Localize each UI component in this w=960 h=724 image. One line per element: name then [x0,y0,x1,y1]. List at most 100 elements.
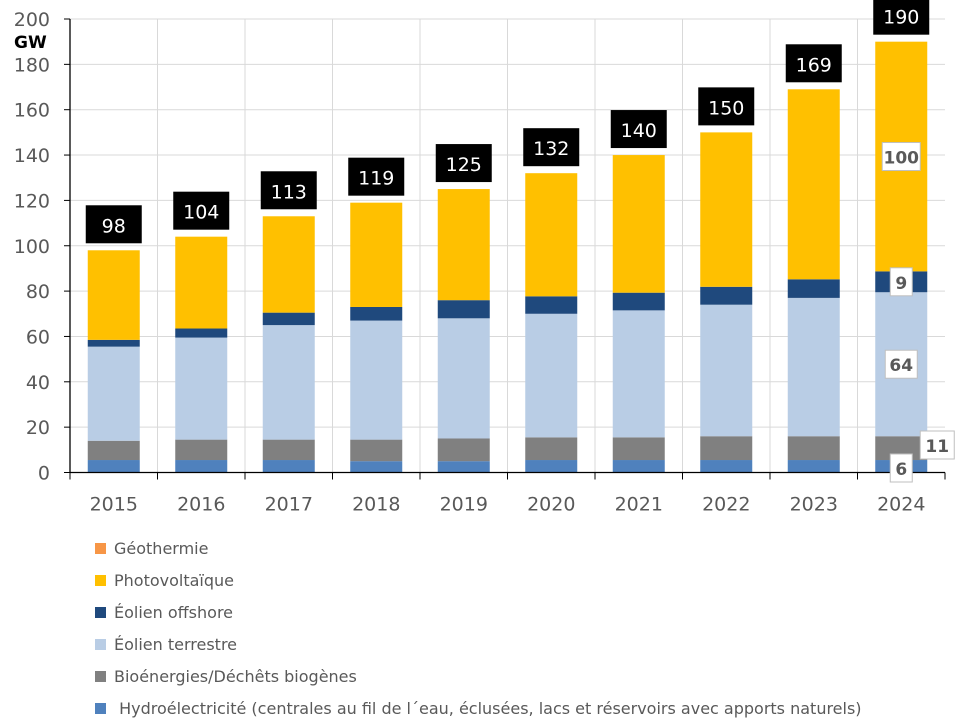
bar-segment [350,439,403,462]
legend-swatch-bioenergies [95,670,106,682]
bar-segment [700,304,753,437]
bar-segment [787,460,840,473]
total-label-box [260,171,317,210]
bar-segment [525,460,578,473]
bar-segment [612,155,665,293]
x-tick-label: 2020 [527,494,575,516]
segment-label: 64 [889,356,913,376]
y-tick-label: 180 [14,54,50,76]
total-label: 125 [446,154,482,176]
segment-label-box [884,349,918,379]
bar-segment [612,460,665,473]
bar-segment [87,346,140,441]
bar-segment [437,318,490,439]
x-tick-label: 2015 [90,494,138,516]
bar-segment [787,89,840,280]
axes: 0 20 40 60 80 100 120 140 160 180 200 2015 2016 2017 2… [14,9,946,516]
x-tick-label: 2022 [702,494,750,516]
bar-segment [437,461,490,473]
bar-segment [350,461,403,473]
bar-segment [350,202,403,307]
bar-segment [350,306,403,321]
legend-swatch-photovoltaique [95,574,106,586]
bar-segment [525,296,578,314]
total-label-box [698,87,755,126]
total-label-box [435,144,492,183]
total-label: 119 [358,168,394,190]
y-tick-label: 20 [26,417,50,439]
x-tick-label: 2023 [790,494,838,516]
bar-segment [525,437,578,461]
y-tick-label: 100 [14,236,50,258]
data-labels: 98 104 113 119 125 132 140 150 169 190 6 11 64 9 100 [85,0,955,483]
bar-segment [700,460,753,473]
legend-label: Géothermie [114,538,209,558]
y-axis-unit-label: GW [14,33,47,53]
x-tick-label: 2017 [265,494,313,516]
bar-segment [700,132,753,287]
total-label-box [785,44,842,83]
legend-swatch-geothermie [95,542,106,554]
legend-swatch-hydro [95,702,106,714]
legend-item: Éolien offshore [95,596,862,628]
segment-label: 11 [925,437,949,457]
bar-segment [87,440,140,461]
bar-segment [262,216,315,313]
x-tick-label: 2016 [177,494,225,516]
segment-label-box [889,453,913,483]
bar-segment [87,250,140,340]
y-tick-label: 0 [38,463,50,485]
total-label-box [873,0,930,35]
total-label-box [523,128,580,167]
legend-label: Photovoltaïque [114,570,235,590]
legend-item: Géothermie [95,532,862,564]
legend-item: Bioénergies/Déchêts biogènes [95,660,862,692]
bar-segment [87,460,140,473]
segment-label-box [889,267,913,297]
legend-swatch-eolien-offshore [95,606,106,618]
legend-item: Photovoltaïque [95,564,862,596]
bar-segment [87,339,140,347]
total-label-box [173,191,230,230]
bar-segment [262,325,315,440]
segment-label: 9 [895,274,907,294]
stacked-bar-chart: 0 20 40 60 80 100 120 140 160 180 200 2015 2016 2017 2… [14,0,955,516]
legend-item: Éolien terrestre [95,628,862,660]
bar-segment [875,436,928,461]
total-label: 132 [533,138,569,160]
bar-segment [262,312,315,326]
bar-segment [175,460,228,473]
bar-segment [612,437,665,461]
bar-segment [525,313,578,438]
bar-segment [262,439,315,461]
y-tick-label: 80 [26,281,50,303]
total-label: 169 [796,54,832,76]
total-label-box [610,110,667,149]
legend-label: Hydroélectricité (centrales au fil de l´… [114,698,862,718]
x-tick-label: 2019 [440,494,488,516]
y-tick-label: 140 [14,145,50,167]
legend-label: Éolien offshore [114,602,234,622]
segment-label-box [919,430,955,460]
total-label: 104 [183,202,219,224]
legend-label: Éolien terrestre [114,634,238,654]
bar-segment [437,300,490,319]
total-label-box [85,205,142,244]
segment-label-box [881,142,921,172]
y-tick-label: 60 [26,326,50,348]
bar-segment [612,292,665,311]
bar-segment [350,320,403,440]
bar-segment [437,189,490,301]
total-label: 190 [883,7,919,29]
bar-segment [175,439,228,461]
bar-segment [700,436,753,461]
y-tick-label: 160 [14,100,50,122]
segment-label: 100 [884,149,920,169]
total-label: 98 [102,215,126,237]
segment-label: 6 [895,460,907,480]
bar-segment [175,337,228,440]
total-label-box [348,157,405,196]
bar-segment [437,438,490,462]
legend-label: Bioénergies/Déchêts biogènes [114,666,357,686]
legend-item: Hydroélectricité (centrales au fil de l´… [95,692,862,724]
